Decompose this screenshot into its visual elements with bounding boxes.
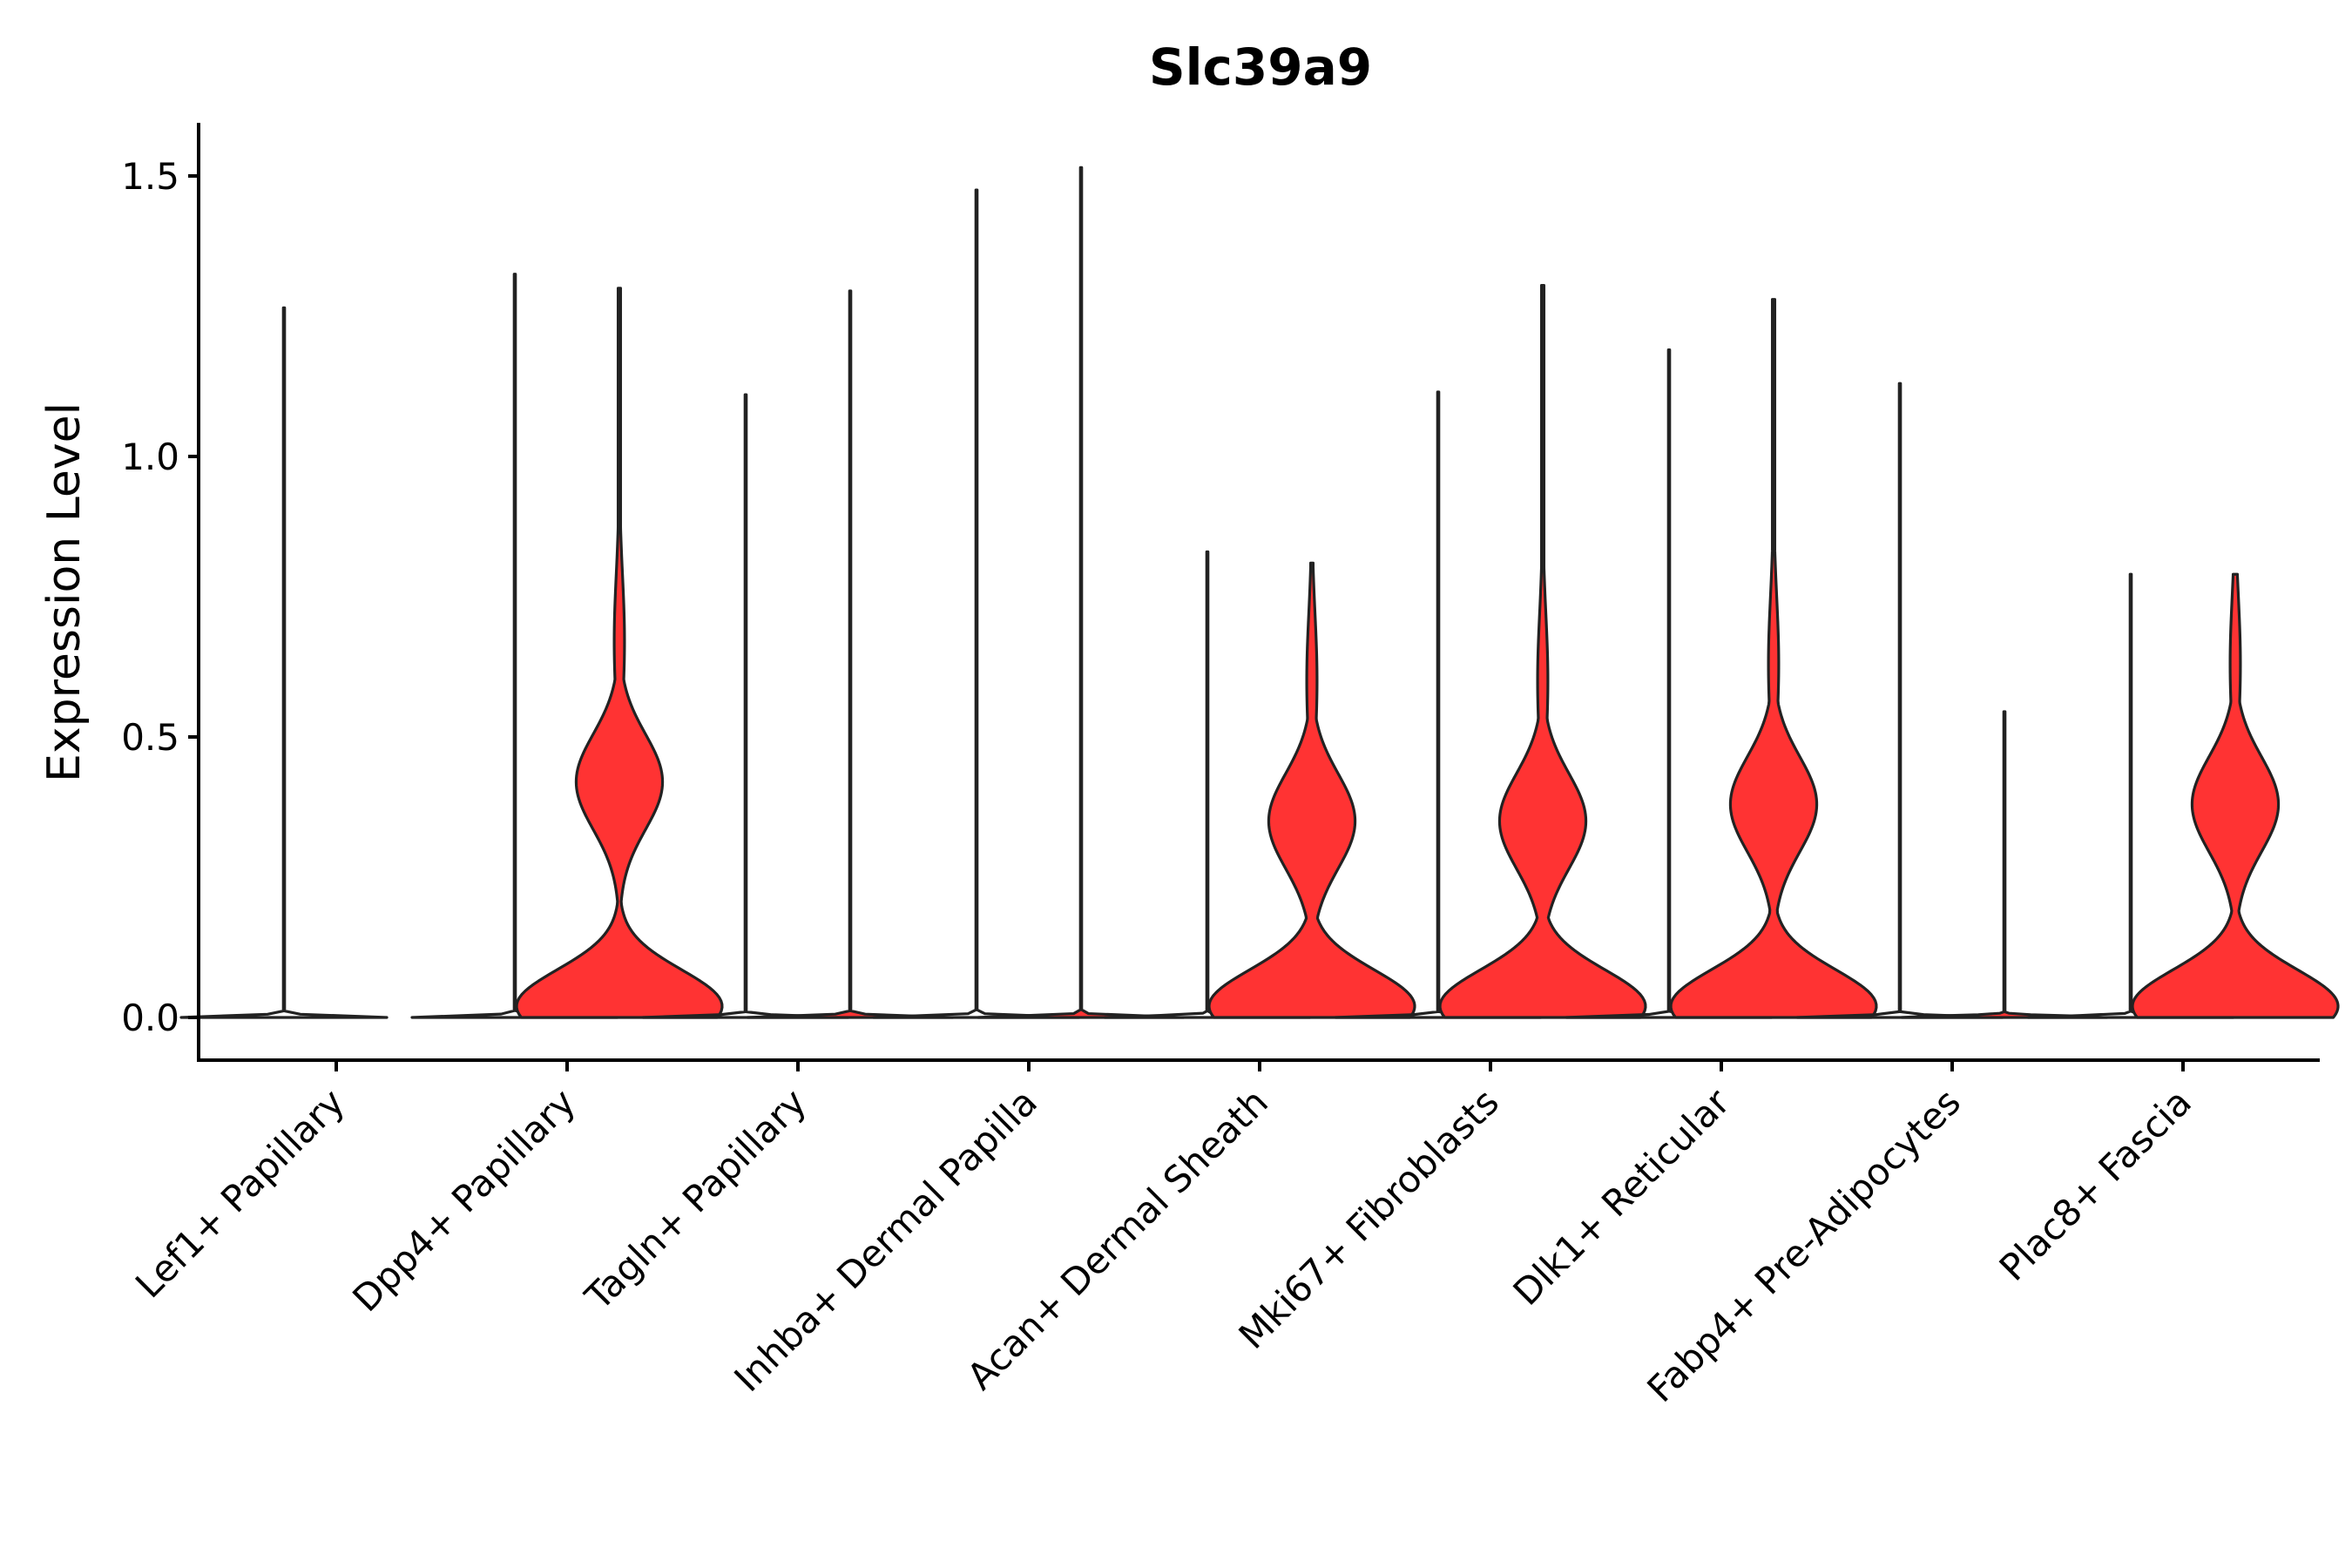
x-tick-label: Tagln+ Papillary	[577, 1080, 814, 1318]
violin-lef1-papillary-group-1	[179, 306, 389, 1019]
violin-tagln-papillary-group-1	[641, 393, 850, 1019]
violin-fabp4-pre-adipocytes-group-2	[1900, 710, 2109, 1019]
y-tick-label: 0.0	[121, 997, 179, 1039]
y-axis-label: Expression Level	[38, 402, 91, 782]
x-tick-label: Mki67+ Fibroblasts	[1231, 1080, 1507, 1356]
violin-inhba-dermal-papilla-group-1	[872, 188, 1081, 1019]
violin-mki67-fibroblasts-group-2	[1438, 283, 1647, 1019]
x-tick-label: Dpp4+ Papillary	[344, 1080, 584, 1320]
violin-plac8-fascia-group-2	[2131, 572, 2340, 1019]
violin-mki67-fibroblasts-group-1	[1334, 390, 1543, 1019]
y-tick-label: 0.5	[121, 716, 179, 759]
y-axis-ticks: 0.0 0.5 1.0 1.5	[121, 155, 199, 1039]
x-tick-label: Plac8+ Fascia	[1991, 1080, 2200, 1288]
violin-plac8-fascia-group-1	[2026, 572, 2235, 1019]
violin-dlk1-reticular-group-2	[1669, 298, 1878, 1019]
violin-fabp4-pre-adipocytes-group-1	[1795, 382, 2004, 1019]
violin-acan-dermal-sheath-group-1	[1103, 550, 1312, 1019]
violin-dpp4-papillary-group-2	[515, 287, 724, 1019]
x-tick-label: Dlk1+ Reticular	[1505, 1080, 1739, 1314]
violin-tagln-papillary-group-2	[746, 289, 955, 1019]
y-tick-label: 1.0	[121, 436, 179, 478]
violin-dlk1-reticular-group-1	[1565, 348, 1774, 1019]
violin-dpp4-papillary-group-1	[410, 273, 619, 1019]
chart-title: Slc39a9	[1149, 37, 1372, 97]
violins-layer	[179, 166, 2340, 1019]
violin-acan-dermal-sheath-group-2	[1207, 561, 1416, 1019]
violin-inhba-dermal-papilla-group-2	[977, 166, 1186, 1019]
x-tick-label: Lef1+ Papillary	[127, 1080, 353, 1306]
y-tick-label: 1.5	[121, 155, 179, 198]
